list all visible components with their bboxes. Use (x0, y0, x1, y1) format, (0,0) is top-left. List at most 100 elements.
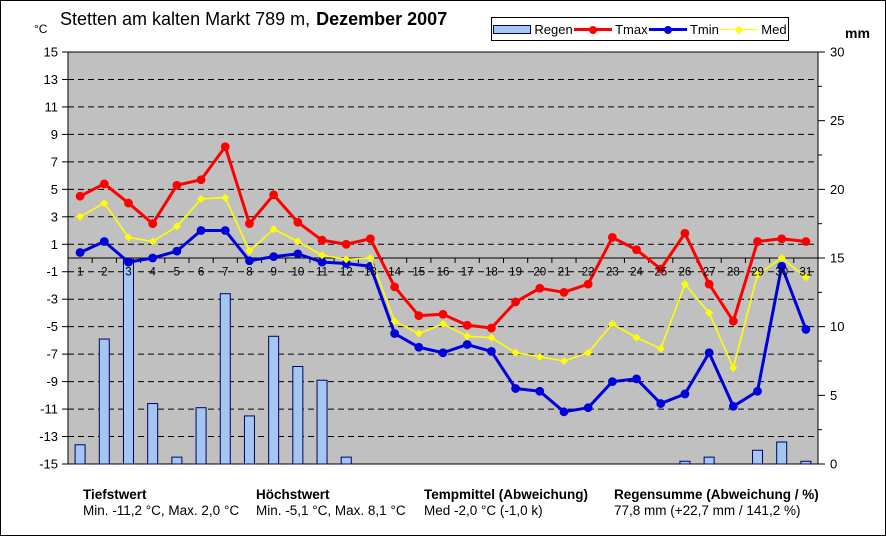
left-axis-label: -15 (39, 457, 58, 472)
stat-value: Min. -11,2 °C, Max. 2,0 °C (83, 503, 240, 518)
tmin-marker (390, 329, 400, 338)
rain-bar (147, 403, 159, 465)
tmax-marker (366, 234, 375, 244)
med-marker (705, 308, 714, 317)
chart-title: Stetten am kalten Markt 789 m, Dezember 2… (60, 9, 447, 30)
med-marker (245, 247, 254, 256)
tmin-marker (317, 257, 327, 267)
chart-title-text: Stetten am kalten Markt 789 m, (60, 9, 311, 29)
day-label: 29 (751, 267, 764, 279)
tmin-marker (269, 252, 279, 262)
tmax-marker (269, 190, 279, 200)
legend-item-tmax: Tmax (574, 22, 648, 37)
right-axis-label: 10 (830, 319, 844, 334)
rain-bar (74, 444, 86, 465)
day-label: 5 (174, 267, 180, 279)
med-marker (100, 199, 109, 208)
tmin-marker (632, 374, 641, 384)
stat-title: Regensumme (Abweichung / %) (614, 487, 819, 502)
med-marker (342, 255, 351, 264)
rain-bar (703, 456, 715, 465)
med-marker (148, 237, 157, 246)
med-marker (753, 270, 762, 279)
tmin-line-swatch-icon (648, 24, 687, 34)
legend-label: Regen (534, 21, 573, 37)
tmax-marker (390, 282, 400, 292)
right-axis-label: 0 (830, 457, 837, 472)
left-axis-label: 7 (51, 154, 58, 169)
day-label: 2 (101, 267, 107, 279)
tmin-marker (99, 237, 109, 246)
tmin-marker (75, 248, 85, 257)
day-label: 12 (340, 267, 353, 279)
left-axis-label: 1 (51, 237, 58, 252)
rain-bar (243, 415, 255, 465)
med-marker (124, 233, 133, 242)
left-axis-label: 3 (51, 209, 58, 224)
tmax-marker (728, 316, 738, 326)
left-axis-label: -5 (46, 319, 58, 334)
tmax-marker (245, 219, 254, 229)
rain-bar (679, 460, 691, 465)
tmax-marker (680, 228, 690, 238)
rain-bar (219, 293, 231, 465)
legend-label: Tmax (615, 21, 648, 37)
left-axis-label: 9 (51, 127, 58, 142)
tmax-marker (196, 175, 206, 185)
stat-value: Med -2,0 °C (-1,0 k) (424, 503, 543, 518)
stat-value: Min. -5,1 °C, Max. 8,1 °C (256, 503, 406, 518)
med-marker (76, 212, 85, 221)
stat-title: Tempmittel (Abweichung) (424, 487, 588, 502)
tmin-marker (486, 346, 496, 356)
stat-tiefstwert: Tiefstwert Min. -11,2 °C, Max. 2,0 °C (83, 487, 239, 519)
left-axis-label: -13 (39, 429, 58, 444)
day-label: 11 (316, 267, 328, 279)
tmax-marker (220, 142, 230, 152)
tmax-marker (414, 311, 424, 321)
rain-bar (171, 456, 183, 465)
stat-tempmittel: Tempmittel (Abweichung) Med -2,0 °C (-1,… (424, 487, 588, 519)
tmin-marker (511, 384, 520, 393)
right-axis-label: 25 (830, 113, 844, 128)
tmin-marker (124, 257, 133, 267)
day-label: 21 (558, 267, 571, 279)
left-axis-label: 15 (44, 45, 58, 60)
tmax-marker (777, 234, 787, 244)
med-marker (729, 363, 738, 372)
med-marker (584, 348, 593, 357)
day-label: 19 (509, 267, 522, 279)
day-label: 30 (775, 267, 788, 279)
tmax-marker (172, 180, 182, 190)
day-label: 27 (703, 267, 716, 279)
tmin-marker (559, 407, 569, 417)
rain-bar (122, 258, 134, 465)
rain-bar (800, 460, 812, 465)
right-axis-label: 15 (830, 251, 844, 266)
day-label: 3 (125, 267, 131, 279)
med-marker (608, 319, 617, 328)
med-marker (269, 225, 278, 234)
med-marker (463, 332, 472, 341)
day-label: 13 (364, 267, 377, 279)
legend-label: Tmin (689, 21, 719, 37)
med-marker (511, 348, 520, 357)
day-label: 23 (606, 267, 619, 279)
day-label: 20 (533, 267, 546, 279)
tmin-marker (438, 348, 448, 358)
tmin-marker (148, 253, 158, 263)
day-label: 6 (198, 267, 204, 279)
day-label: 28 (727, 267, 740, 279)
left-axis-label: 11 (45, 99, 59, 114)
tmin-marker (777, 261, 787, 271)
tmax-marker (148, 219, 158, 229)
tmin-marker (196, 226, 206, 235)
tmax-marker (632, 245, 641, 255)
right-axis-label: 30 (830, 45, 844, 60)
med-marker (487, 333, 496, 342)
med-marker (414, 329, 423, 338)
med-marker (390, 317, 399, 326)
legend-item-tmin: Tmin (648, 21, 719, 37)
day-label: 17 (461, 267, 474, 279)
